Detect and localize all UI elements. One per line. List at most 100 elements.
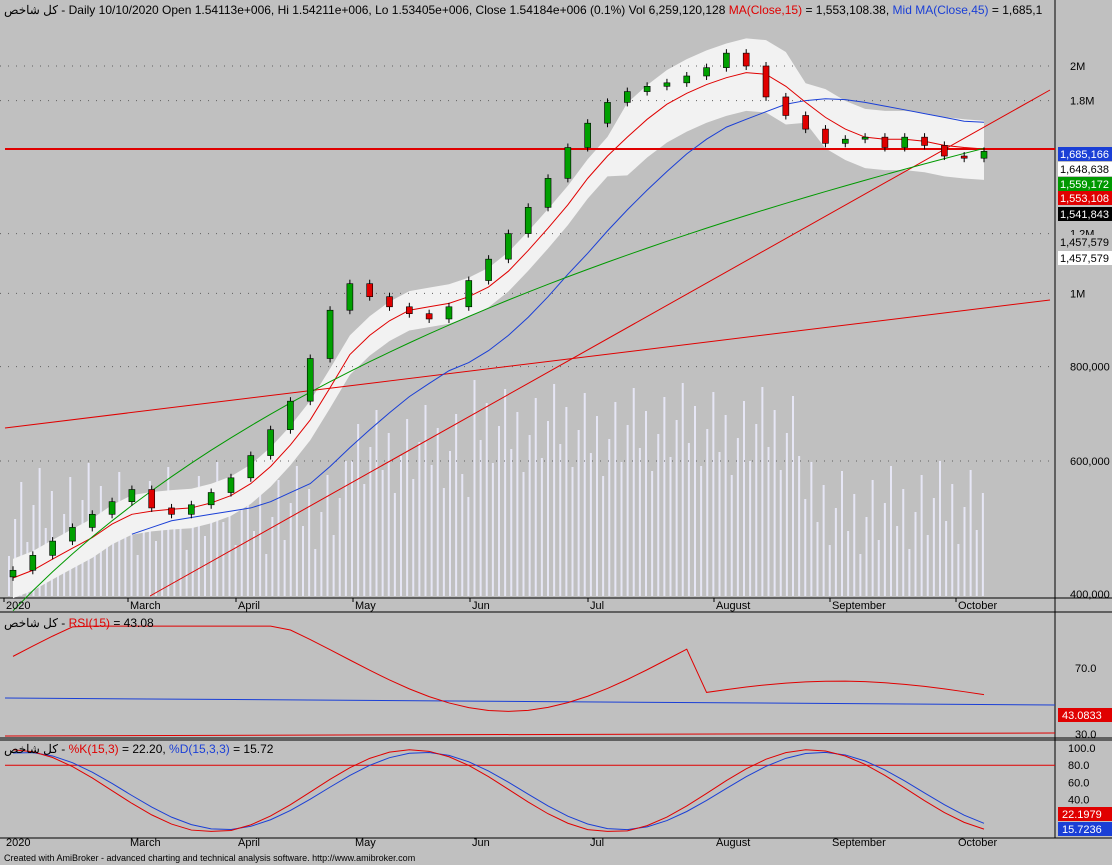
volume-bar	[222, 522, 225, 596]
volume-bar	[271, 517, 274, 596]
volume-bar	[675, 420, 678, 596]
price-badge-label: 1,648,638	[1060, 164, 1109, 176]
volume-bar	[712, 392, 715, 596]
rsi-axis-label: 30.0	[1075, 729, 1096, 741]
price-badge	[1058, 235, 1112, 249]
stoch-panel-title: كل شاخص - %K(15,3) = 22.20, %D(15,3,3) =…	[4, 742, 273, 756]
volume-bar	[736, 438, 739, 596]
volume-bar	[430, 465, 433, 596]
volume-bar	[467, 497, 470, 596]
volume-bar	[865, 517, 868, 596]
volume-bar	[663, 397, 666, 596]
candle-body	[802, 115, 809, 130]
trendline-lower	[4, 299, 1051, 429]
candle-body	[584, 122, 591, 148]
candle-body	[742, 52, 750, 67]
candle-body	[287, 400, 294, 431]
volume-bar	[577, 430, 580, 596]
volume-bar	[424, 405, 427, 596]
rsi-axis-label: 70.0	[1075, 663, 1096, 675]
candle-body	[168, 507, 175, 515]
volume-bar	[461, 474, 464, 596]
volume-bar	[779, 470, 782, 596]
volume-bar	[694, 406, 696, 596]
price-badge-label: 1,541,843	[1060, 209, 1109, 221]
candle-body	[683, 75, 691, 84]
price-axis-label: 400,000	[1070, 589, 1110, 601]
rsi-reference-line	[4, 697, 1056, 706]
volume-bar	[730, 475, 733, 596]
volume-bar	[896, 526, 899, 596]
candle-body	[980, 151, 988, 159]
rsi-legend-value: = 43.08	[109, 616, 154, 630]
volume-bar	[614, 402, 617, 596]
month-label-bottom: Jul	[590, 837, 604, 849]
volume-bar	[289, 503, 292, 596]
rsi-badge-label: 43.0833	[1062, 710, 1102, 722]
candle-body	[524, 207, 532, 234]
volume-bar	[473, 380, 476, 596]
candle-body	[564, 147, 572, 179]
month-label: March	[130, 600, 161, 612]
price-axis-label: 800,000	[1070, 362, 1110, 374]
candle-body	[267, 429, 274, 456]
candle-body	[227, 477, 235, 493]
volume-bar	[945, 521, 948, 596]
volume-bar	[583, 393, 586, 596]
volume-bar	[743, 401, 745, 596]
volume-bar	[295, 466, 298, 596]
volume-bar	[485, 403, 488, 596]
volume-bar	[589, 453, 592, 596]
price-badge	[1058, 177, 1112, 191]
stoch-axis-label: 80.0	[1068, 760, 1089, 772]
volume-bar	[651, 471, 654, 596]
main-title-prefix: كل شاخص - Daily 10/10/2020 Open 1.54113e…	[4, 3, 726, 17]
volume-bar	[540, 458, 543, 596]
stoch-badge-label: 22.1979	[1062, 809, 1102, 821]
price-axis-label: 600,000	[1070, 456, 1110, 468]
volume-bar	[785, 433, 788, 596]
month-label-bottom: August	[716, 837, 750, 849]
volume-bar	[853, 494, 856, 596]
month-label-bottom: March	[130, 837, 161, 849]
volume-bar	[883, 503, 886, 596]
candle-body	[703, 67, 710, 77]
candle-body	[366, 283, 373, 297]
volume-bar	[277, 480, 280, 596]
volume-bar	[240, 508, 243, 596]
candle-body	[49, 540, 56, 556]
month-label-bottom: October	[958, 837, 997, 849]
long-ma-line	[12, 147, 985, 612]
volume-bar	[767, 447, 770, 596]
candle-body	[604, 102, 611, 124]
volume-bar	[393, 493, 396, 596]
candle-body	[465, 280, 473, 308]
volume-bar	[93, 523, 96, 596]
volume-bar	[351, 461, 353, 596]
candle-body	[88, 513, 96, 528]
ma15-legend: MA(Close,15)	[728, 3, 803, 17]
candle-body	[29, 555, 37, 571]
volume-bar	[804, 499, 807, 596]
volume-bar	[363, 484, 366, 596]
volume-bar	[173, 527, 176, 596]
volume-bar	[455, 414, 458, 596]
price-badge-label: 1,559,172	[1060, 179, 1109, 191]
volume-bar	[553, 384, 556, 596]
volume-bar	[981, 493, 984, 596]
stoch-axis-label: 40.0	[1068, 795, 1089, 807]
candle-body	[326, 309, 334, 359]
volume-bar	[210, 499, 213, 596]
rsi-panel-title: كل شاخص - RSI(15) = 43.08	[4, 616, 154, 630]
price-badge	[1058, 191, 1112, 205]
volume-bar	[890, 466, 892, 596]
price-axis-label: 2M	[1070, 61, 1085, 73]
volume-bar	[822, 485, 825, 596]
volume-bar	[755, 424, 758, 596]
candle-body	[881, 136, 889, 148]
month-label-bottom: September	[832, 837, 886, 849]
volume-bar	[951, 484, 954, 596]
volume-bar	[161, 504, 164, 596]
rsi-legend: RSI(15)	[68, 616, 110, 630]
